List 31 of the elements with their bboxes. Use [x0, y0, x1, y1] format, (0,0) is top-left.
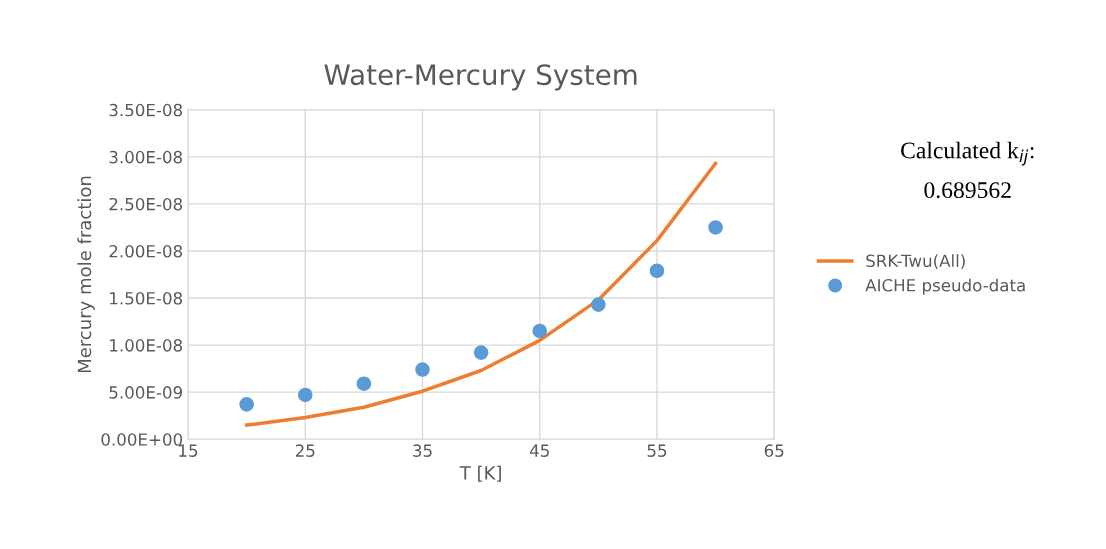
x-tick-label: 25 — [295, 444, 315, 457]
legend-label: AICHE pseudo-data — [865, 278, 1025, 295]
point — [415, 362, 430, 377]
y-tick-label: 1.00E-08 — [110, 339, 183, 352]
point — [532, 323, 548, 339]
point — [649, 263, 665, 279]
x-tick-label: 35 — [413, 444, 432, 457]
x-tick-label: 15 — [179, 444, 198, 457]
point — [708, 220, 723, 235]
y-axis-title: Mercury mole fraction — [77, 176, 95, 373]
y-tick-label: 1.50E-08 — [110, 291, 183, 305]
y-tick-label: 5.00E-09 — [109, 386, 182, 399]
point — [591, 297, 606, 312]
line-series — [244, 161, 718, 427]
point — [473, 345, 489, 360]
text: Calculated k$_{ij}$: — [901, 141, 1034, 166]
x-tick-label: 55 — [647, 444, 667, 457]
x-tick-label: 65 — [764, 444, 784, 457]
y-tick-label: 2.00E-08 — [109, 244, 183, 258]
y-tick-label: 3.00E-08 — [109, 150, 183, 164]
y-tick-label: 3.50E-08 — [109, 103, 183, 117]
y-tick-label: 0.00E+00 — [101, 433, 183, 446]
text: 0.689562 — [924, 182, 1011, 199]
point — [356, 376, 372, 391]
point — [297, 387, 313, 403]
y-tick-label: 2.50E-08 — [109, 197, 183, 211]
point — [239, 397, 254, 412]
x-tick-label: 45 — [529, 444, 549, 457]
x-axis-title: T [K] — [459, 465, 501, 482]
chart-title: Water-Mercury System — [324, 64, 637, 91]
legend-label: SRK-Twu(All) — [866, 254, 965, 270]
